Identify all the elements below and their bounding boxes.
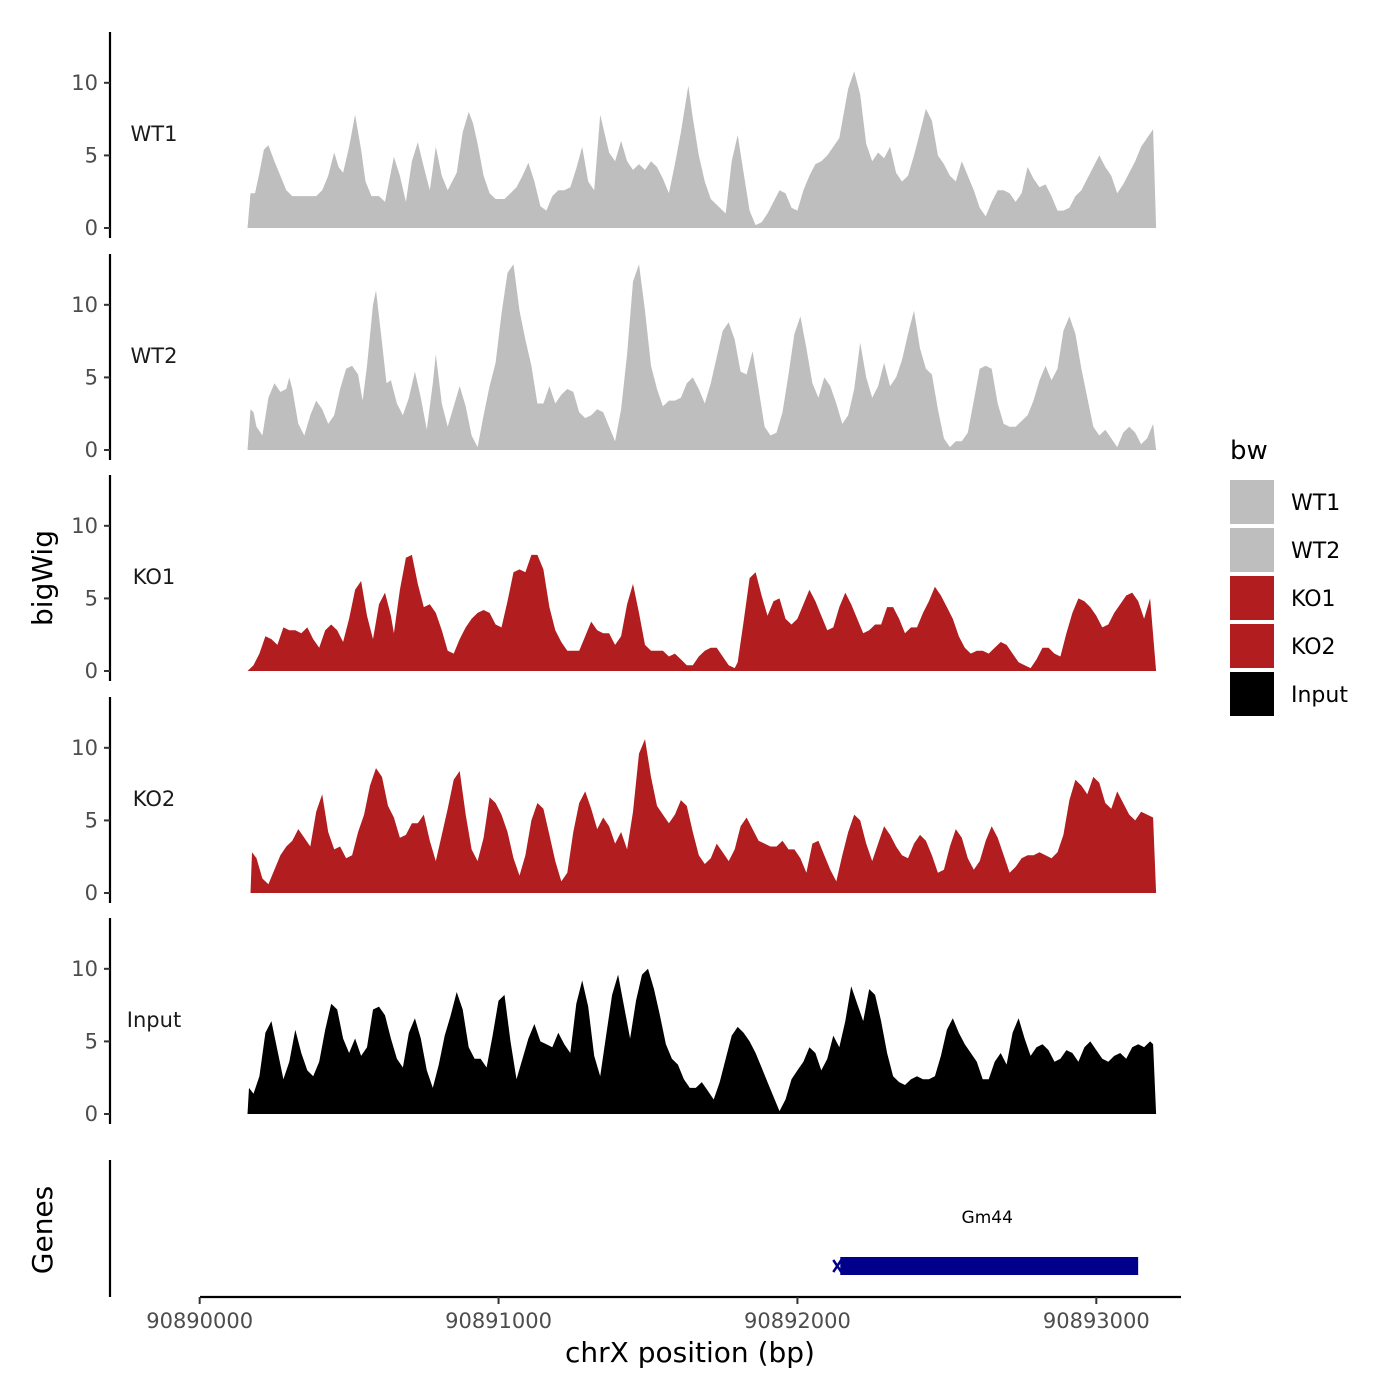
legend-label-ko2: KO2 bbox=[1291, 635, 1336, 660]
x-tick-label: 90893000 bbox=[1043, 1309, 1150, 1333]
x-tick-label: 90890000 bbox=[146, 1309, 253, 1333]
gene-track: Gm44 bbox=[108, 1160, 1139, 1297]
y-tick-label: 5 bbox=[85, 365, 98, 389]
y-tick-label: 0 bbox=[85, 881, 98, 905]
gene-strand-marker bbox=[832, 1259, 843, 1273]
y-tick-label: 10 bbox=[71, 957, 98, 981]
legend-label-input: Input bbox=[1291, 683, 1348, 708]
y-tick-label: 10 bbox=[71, 514, 98, 538]
legend-title: bw bbox=[1230, 436, 1268, 466]
x-tick-label: 90891000 bbox=[445, 1309, 552, 1333]
track-ko2: 0 5 10 KO2 bbox=[71, 697, 1157, 905]
legend-label-wt2: WT2 bbox=[1291, 539, 1340, 564]
signal-area-wt1 bbox=[247, 71, 1157, 228]
gene-gm44: Gm44 bbox=[832, 1208, 1139, 1275]
track-ko1: 0 5 10 KO1 bbox=[71, 475, 1157, 683]
signal-tracks: 0 5 10 WT1 0 5 10 WT2 0 5 10 KO1 0 5 10 KO2 0 5 10 Input bbox=[71, 32, 1157, 1126]
y-tick-label: 0 bbox=[85, 438, 98, 462]
y-tick-label: 5 bbox=[85, 1029, 98, 1053]
track-input: 0 5 10 Input bbox=[71, 918, 1157, 1126]
track-label-ko2: KO2 bbox=[133, 787, 176, 811]
legend-key-input bbox=[1230, 672, 1274, 716]
y-tick-label: 0 bbox=[85, 659, 98, 683]
y-tick-label: 10 bbox=[71, 71, 98, 95]
track-label-wt1: WT1 bbox=[131, 122, 178, 146]
legend-key-ko1 bbox=[1230, 576, 1274, 620]
legend: bw WT1 WT2 KO1 KO2 Input bbox=[1230, 436, 1348, 716]
gene-body bbox=[840, 1257, 1139, 1275]
track-label-input: Input bbox=[127, 1008, 181, 1032]
legend-label-wt1: WT1 bbox=[1291, 491, 1340, 516]
gene-track-title: Genes bbox=[26, 1186, 59, 1274]
legend-key-ko2 bbox=[1230, 624, 1274, 668]
track-wt2: 0 5 10 WT2 bbox=[71, 254, 1157, 462]
y-tick-label: 0 bbox=[85, 1102, 98, 1126]
y-axis-title: bigWig bbox=[26, 530, 59, 626]
y-tick-label: 5 bbox=[85, 808, 98, 832]
track-label-ko1: KO1 bbox=[133, 565, 176, 589]
x-tick-label: 90892000 bbox=[744, 1309, 851, 1333]
signal-area-ko2 bbox=[250, 739, 1157, 893]
track-wt1: 0 5 10 WT1 bbox=[71, 32, 1157, 240]
y-tick-label: 0 bbox=[85, 216, 98, 240]
x-axis-title: chrX position (bp) bbox=[565, 1336, 815, 1369]
track-label-wt2: WT2 bbox=[131, 344, 178, 368]
y-tick-label: 5 bbox=[85, 586, 98, 610]
signal-area-input bbox=[247, 968, 1157, 1114]
legend-key-wt2 bbox=[1230, 528, 1274, 572]
signal-area-ko1 bbox=[247, 554, 1157, 671]
y-tick-label: 5 bbox=[85, 143, 98, 167]
gene-label: Gm44 bbox=[962, 1208, 1013, 1228]
legend-label-ko1: KO1 bbox=[1291, 587, 1336, 612]
y-tick-label: 10 bbox=[71, 293, 98, 317]
legend-key-wt1 bbox=[1230, 480, 1274, 524]
signal-area-wt2 bbox=[247, 264, 1157, 450]
x-axis: 90890000 90891000 90892000 90893000 bbox=[146, 1295, 1181, 1333]
y-tick-label: 10 bbox=[71, 736, 98, 760]
